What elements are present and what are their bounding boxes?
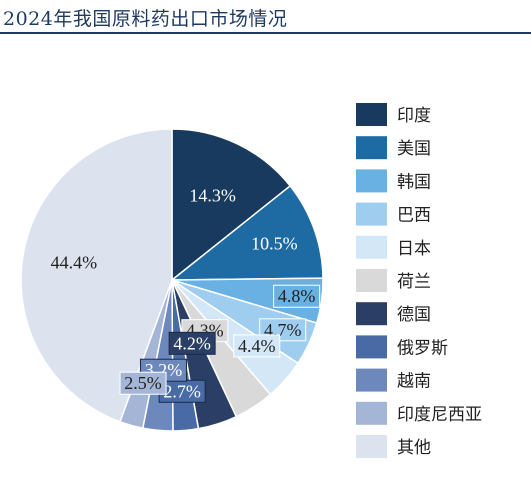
pie-slice-10 — [20, 128, 173, 423]
legend-swatch-3 — [356, 202, 387, 226]
legend-label-6: 德国 — [397, 305, 431, 325]
data-label-10: 44.4% — [51, 253, 98, 273]
title-divider — [0, 32, 531, 34]
data-label-box-9 — [119, 371, 167, 395]
legend-label-2: 韩国 — [397, 172, 431, 192]
pie-slice-1 — [169, 184, 324, 281]
legend-label-10: 其他 — [397, 438, 431, 458]
data-label-box-6 — [168, 331, 216, 355]
data-label-1: 10.5% — [251, 233, 298, 253]
legend-label-5: 荷兰 — [397, 272, 431, 292]
data-label-9: 2.5% — [124, 373, 162, 393]
legend-label-4: 日本 — [397, 239, 431, 259]
data-label-7: 2.7% — [163, 381, 201, 401]
pie-data-labels: 14.3%10.5%4.8%4.7%4.4%4.3%4.2%2.7%3.2%2.… — [51, 186, 321, 403]
data-label-6: 4.2% — [173, 333, 211, 353]
data-label-4: 4.4% — [238, 336, 276, 356]
data-label-box-4 — [233, 334, 281, 358]
legend-label-3: 巴西 — [397, 206, 431, 226]
data-label-0: 14.3% — [189, 186, 236, 206]
legend-label-8: 越南 — [397, 372, 431, 392]
legend-swatch-10 — [356, 435, 387, 458]
legend-swatch-9 — [356, 401, 387, 425]
data-label-2: 4.8% — [278, 286, 316, 306]
data-label-box-2 — [273, 284, 321, 308]
legend-label-7: 俄罗斯 — [397, 338, 448, 358]
legend-swatch-5 — [356, 269, 387, 292]
pie-slice-0 — [171, 128, 292, 282]
legend-swatch-8 — [356, 368, 387, 392]
legend-swatch-2 — [356, 169, 387, 193]
legend-swatch-4 — [356, 235, 387, 259]
chart-title: 2024年我国原料药出口市场情况 — [3, 8, 288, 30]
legend-label-9: 印度尼西亚 — [397, 405, 482, 425]
legend-label-1: 美国 — [397, 139, 431, 159]
legend-label-0: 印度 — [397, 106, 431, 126]
legend-swatch-1 — [356, 136, 387, 160]
legend-swatch-7 — [356, 335, 387, 359]
legend-swatch-6 — [356, 302, 387, 326]
legend-swatch-0 — [356, 103, 387, 126]
